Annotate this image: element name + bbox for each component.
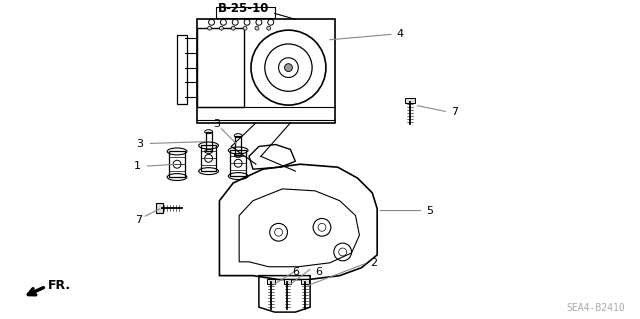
Text: 4: 4 [397,29,404,39]
Text: 3: 3 [213,119,220,129]
Text: 5: 5 [426,205,433,216]
Bar [267,278,275,284]
Bar [301,278,309,284]
Circle shape [231,26,236,30]
Bar [177,35,187,104]
Text: 3: 3 [136,138,143,149]
Bar [236,136,241,155]
Text: 2: 2 [371,258,378,268]
Text: 7: 7 [451,107,458,117]
Bar [230,151,246,176]
Circle shape [285,64,292,71]
Circle shape [220,26,223,30]
Bar [201,145,216,171]
Bar [404,98,415,103]
Bar [196,19,335,123]
Circle shape [243,26,247,30]
Circle shape [207,26,212,30]
Text: 6: 6 [292,267,300,277]
Circle shape [255,26,259,30]
Bar [169,152,185,177]
Text: FR.: FR. [48,279,71,292]
Circle shape [267,26,271,30]
Text: 1: 1 [134,161,141,171]
Bar [205,132,212,152]
Bar [284,278,291,284]
Text: 6: 6 [315,267,322,277]
Bar [216,6,275,18]
Text: 7: 7 [135,215,142,226]
Text: SEA4-B2410: SEA4-B2410 [567,303,625,313]
Bar [196,28,244,107]
Text: B-25-10: B-25-10 [218,2,269,15]
Bar [156,203,163,212]
